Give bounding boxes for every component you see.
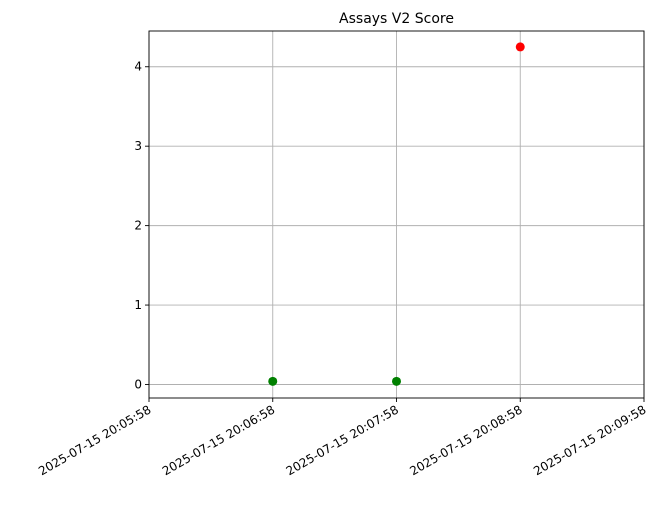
x-axis: 2025-07-15 20:05:58 2025-07-15 20:06:58 20… xyxy=(36,398,649,478)
scatter-point xyxy=(268,376,278,386)
y-tick-label: 4 xyxy=(134,60,142,74)
y-axis: 0 1 2 3 4 xyxy=(134,60,149,391)
data-points xyxy=(268,42,525,386)
y-tick-label: 3 xyxy=(134,139,142,153)
chart-title: Assays V2 Score xyxy=(339,11,454,27)
scatter-point xyxy=(515,42,525,52)
x-tick-label: 2025-07-15 20:05:58 xyxy=(36,402,153,478)
scatter-point xyxy=(392,376,401,386)
grid xyxy=(148,31,645,398)
y-tick-label: 2 xyxy=(134,219,142,233)
y-tick-label: 0 xyxy=(134,377,142,391)
x-tick-label: 2025-07-15 20:07:58 xyxy=(284,402,401,478)
y-tick-label: 1 xyxy=(134,298,142,312)
x-tick-label: 2025-07-15 20:06:58 xyxy=(160,402,277,478)
x-tick-label: 2025-07-15 20:09:58 xyxy=(531,402,648,478)
x-tick-label: 2025-07-15 20:08:58 xyxy=(407,402,524,478)
